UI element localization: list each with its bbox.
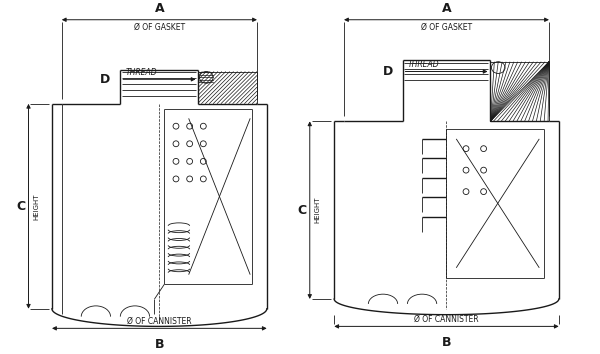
Text: THREAD: THREAD [407, 60, 439, 69]
Text: B: B [442, 336, 451, 349]
Text: D: D [383, 65, 393, 78]
Text: Ø OF GASKET: Ø OF GASKET [421, 23, 472, 32]
Text: HEIGHT: HEIGHT [314, 197, 320, 223]
Text: HEIGHT: HEIGHT [34, 193, 40, 219]
Text: A: A [155, 2, 164, 15]
Text: THREAD: THREAD [125, 68, 157, 77]
Text: A: A [442, 2, 451, 15]
Text: C: C [298, 204, 307, 217]
Text: B: B [155, 338, 164, 351]
Text: C: C [16, 200, 25, 213]
Text: D: D [100, 73, 110, 86]
Text: Ø OF CANNISTER: Ø OF CANNISTER [414, 315, 479, 324]
Text: Ø OF CANNISTER: Ø OF CANNISTER [127, 317, 191, 326]
Text: Ø OF GASKET: Ø OF GASKET [134, 23, 185, 32]
